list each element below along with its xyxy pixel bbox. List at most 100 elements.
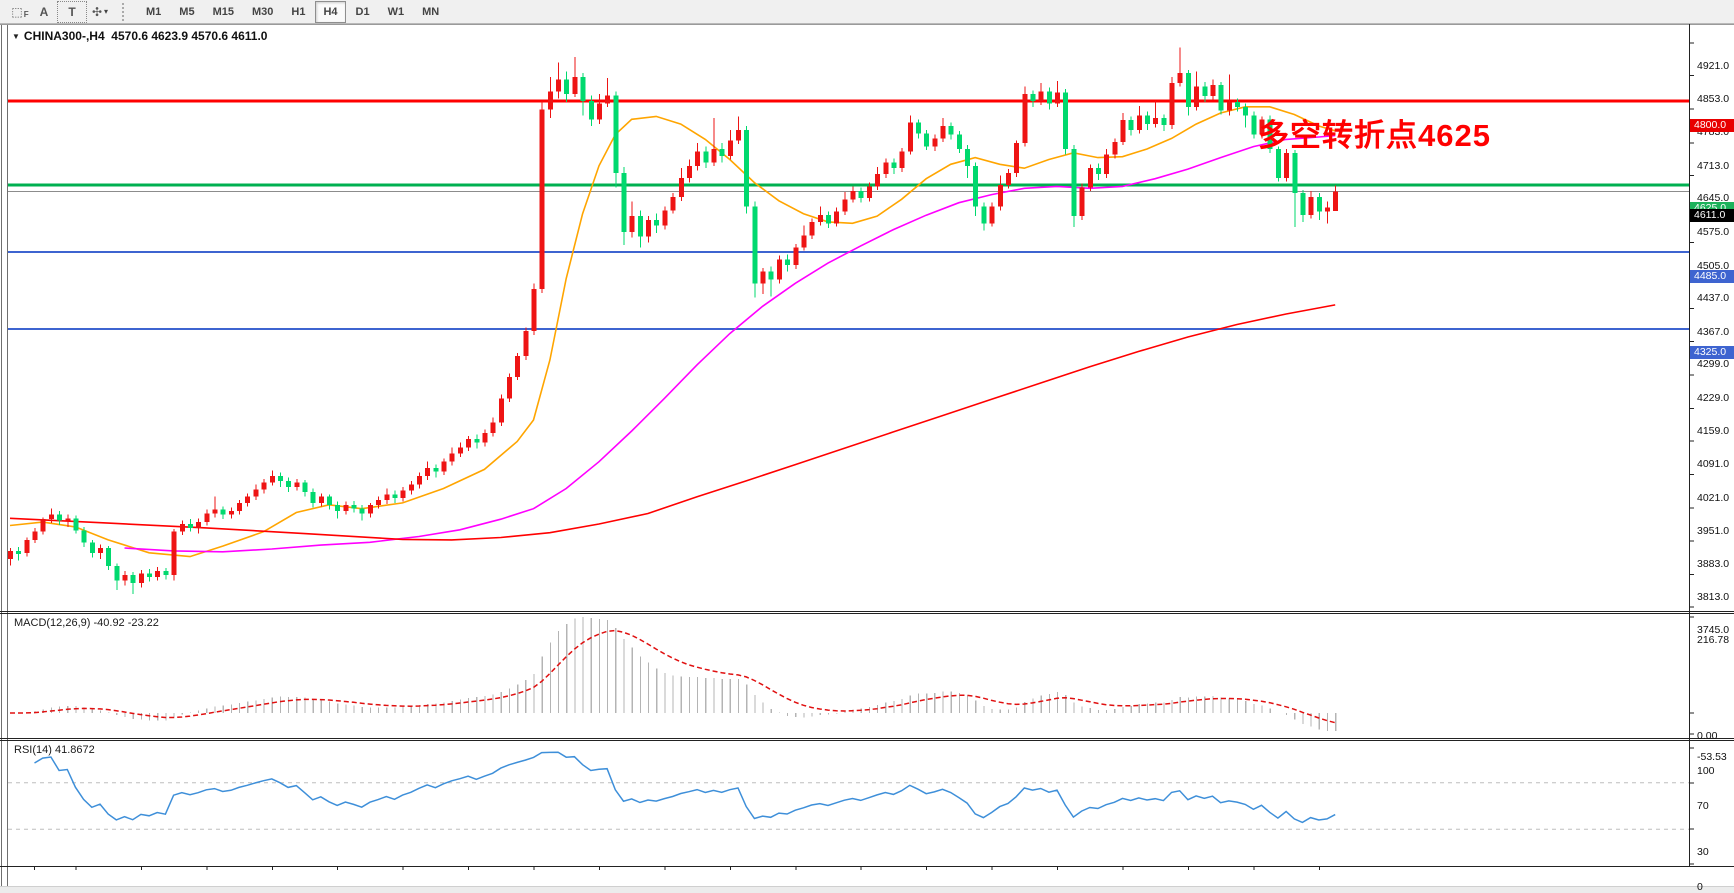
candle-body xyxy=(744,129,750,207)
rsi-axis-label: 0 xyxy=(1697,881,1703,893)
candle-body xyxy=(65,518,71,521)
timeframe-button-M1[interactable]: M1 xyxy=(146,5,162,18)
price-badge-4485.0: 4485.0 xyxy=(1690,269,1734,283)
candle-body xyxy=(1292,152,1298,194)
candle-body xyxy=(883,162,889,174)
timeframe-button-H1[interactable]: H1 xyxy=(291,5,306,18)
rsi-label: RSI(14) 41.8672 xyxy=(14,744,95,756)
candle-body xyxy=(809,221,815,236)
price-tick-label: 4645.0 xyxy=(1697,192,1730,205)
candle-body xyxy=(89,542,95,553)
candle-body xyxy=(1308,196,1314,216)
candle-body xyxy=(711,148,717,163)
candle-body xyxy=(16,550,22,555)
candle-body xyxy=(1030,93,1036,102)
candle-body xyxy=(1169,82,1175,126)
candle-body xyxy=(670,196,676,211)
arrows-tool[interactable]: ✣ ▾ xyxy=(91,4,109,19)
timeframe-button-D1[interactable]: D1 xyxy=(355,5,370,18)
candle-body xyxy=(147,573,153,577)
candle-body xyxy=(1005,172,1011,185)
candle-body xyxy=(351,504,357,509)
candle-body xyxy=(1333,191,1339,211)
rsi-plot xyxy=(8,751,1689,830)
candle-body xyxy=(768,271,774,280)
candle-body xyxy=(73,518,79,531)
candle-body xyxy=(335,504,341,512)
candle-body xyxy=(654,219,660,226)
toolbar-grip[interactable] xyxy=(122,2,131,21)
candle-body xyxy=(1014,143,1020,173)
candle-body xyxy=(1177,73,1183,83)
candle-body xyxy=(1104,154,1110,174)
candle-body xyxy=(523,331,529,357)
annotation-text[interactable]: 多空转折点4625 xyxy=(1258,118,1491,153)
candle-body xyxy=(793,247,799,266)
timeframe-button-M15[interactable]: M15 xyxy=(212,5,234,18)
candle-body xyxy=(1316,196,1322,212)
label-tool[interactable]: A xyxy=(39,4,49,19)
price-tick-label: 4713.0 xyxy=(1697,159,1730,172)
candle-body xyxy=(785,259,791,266)
candle-body xyxy=(343,504,349,512)
candle-body xyxy=(130,574,136,584)
candle-body xyxy=(294,482,300,488)
candle-body xyxy=(588,101,594,120)
candle-body xyxy=(866,186,872,198)
symbol-dropdown-icon[interactable]: ▼ xyxy=(12,32,20,41)
candle-body xyxy=(1243,106,1249,116)
text-tool[interactable]: T xyxy=(57,0,87,23)
candle-body xyxy=(277,476,283,481)
timeframe-button-M5[interactable]: M5 xyxy=(179,5,195,18)
price-tick-label: 4159.0 xyxy=(1697,425,1730,438)
candle-body xyxy=(237,502,243,512)
candle-body xyxy=(155,571,161,577)
candle-body xyxy=(433,467,439,472)
timeframe-button-W1[interactable]: W1 xyxy=(387,5,405,18)
candle-body xyxy=(1275,148,1281,178)
candle-body xyxy=(989,206,995,224)
candle-body xyxy=(1251,115,1257,135)
candle-body xyxy=(179,524,185,532)
candle-body xyxy=(1128,120,1134,130)
candle-body xyxy=(826,215,831,224)
candle-body xyxy=(367,504,373,514)
candle-body xyxy=(1153,117,1159,125)
candles xyxy=(8,47,1339,595)
candle-body xyxy=(572,77,578,94)
chart-title: ▼ CHINA300-,H4 4570.6 4623.9 4570.6 4611.… xyxy=(12,29,267,43)
macd-plot xyxy=(10,617,1337,732)
candle-body xyxy=(596,103,602,120)
candle-body xyxy=(253,489,259,497)
candle-body xyxy=(915,122,921,134)
candle-body xyxy=(556,79,562,92)
candle-body xyxy=(817,215,823,222)
candle-body xyxy=(204,513,210,523)
price-tick-label: 4091.0 xyxy=(1697,458,1730,471)
candle-body xyxy=(515,356,521,377)
timeframe-button-M30[interactable]: M30 xyxy=(251,5,274,18)
price-tick-label: 4437.0 xyxy=(1697,292,1730,305)
candle-body xyxy=(57,514,63,521)
candle-body xyxy=(858,191,864,198)
chart-canvas[interactable] xyxy=(0,24,1734,886)
macd-axis-label: 0.00 xyxy=(1697,730,1718,742)
timeframe-button-MN[interactable]: MN xyxy=(422,5,440,18)
chart-area[interactable]: ▼ CHINA300-,H4 4570.6 4623.9 4570.6 4611.… xyxy=(0,24,1734,893)
candle-body xyxy=(114,566,120,581)
candle-body xyxy=(269,476,275,483)
candle-body xyxy=(686,165,692,178)
candle-body xyxy=(703,151,709,163)
rsi-line xyxy=(34,751,1336,824)
price-tick-label: 4229.0 xyxy=(1697,391,1730,404)
candle-body xyxy=(752,206,758,284)
candle-body xyxy=(1284,152,1290,178)
candle-body xyxy=(327,496,333,505)
chart-symbol-period: CHINA300-,H4 xyxy=(23,29,105,43)
candle-body xyxy=(1202,86,1208,97)
crosshair-grid-tool[interactable]: ⬚ F xyxy=(11,4,29,20)
candle-body xyxy=(678,177,684,197)
timeframe-button-H4[interactable]: H4 xyxy=(315,0,346,23)
candle-body xyxy=(457,447,463,454)
